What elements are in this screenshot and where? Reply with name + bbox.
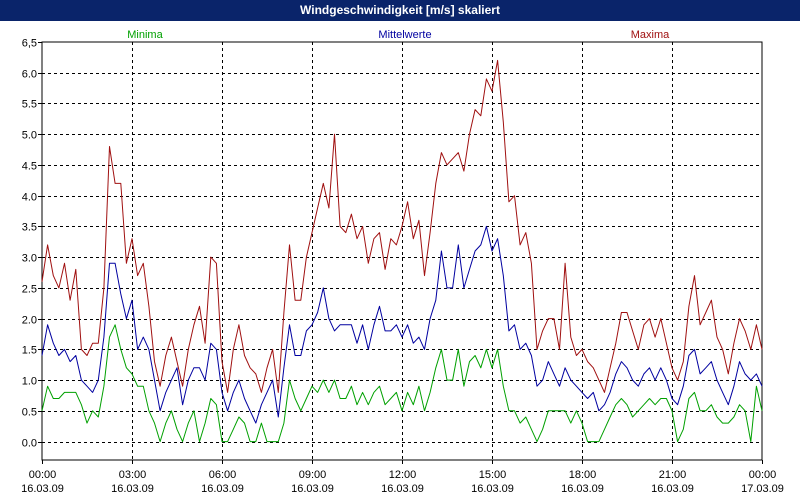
y-tick-label: 4.5 [22,161,37,173]
x-tick-date-label: 16.03.09 [111,483,154,495]
x-tick-time-label: 09:00 [299,469,327,481]
y-tick-label: 0.5 [22,407,37,419]
x-tick-date-label: 16.03.09 [471,483,514,495]
x-tick-time-label: 21:00 [659,469,687,481]
x-tick-date-label: 17.03.09 [741,483,784,495]
x-tick-time-label: 06:00 [209,469,237,481]
legend-label-maxima: Maxima [631,29,670,41]
y-tick-label: 0.0 [22,438,37,450]
x-tick-time-label: 15:00 [479,469,507,481]
legend-label-mittelwerte: Mittelwerte [378,29,431,41]
x-tick-date-label: 16.03.09 [21,483,64,495]
y-tick-label: 4.0 [22,192,37,204]
chart-area: 0.0 0.5 1.0 1.5 2.0 2.5 3.0 3.5 4.0 4.5 5.0 5.5 6.0 6… [0,21,800,500]
y-tick-label: 2.5 [22,284,37,296]
series-line-minima [41,324,763,443]
legend-label-minima: Minima [127,29,163,41]
series-line-mittelwerte [41,225,763,424]
y-tick-label: 5.5 [22,99,37,111]
series-line-maxima [41,59,763,393]
x-tick-time-label: 00:00 [749,469,777,481]
y-tick-label: 3.0 [22,253,37,265]
x-tick-date-label: 16.03.09 [291,483,334,495]
x-tick-time-label: 03:00 [119,469,147,481]
y-tick-label: 3.5 [22,222,37,234]
wind-speed-chart: 0.0 0.5 1.0 1.5 2.0 2.5 3.0 3.5 4.0 4.5 5.0 5.5 6.0 6… [21,29,784,495]
x-tick-date-label: 16.03.09 [651,483,694,495]
x-tick-time-label: 00:00 [29,469,57,481]
y-tick-label: 6,5 [22,38,37,50]
x-tick-date-label: 16.03.09 [201,483,244,495]
x-tick-date-label: 16.03.09 [561,483,604,495]
y-tick-label: 6.0 [22,69,37,81]
x-tick-time-label: 12:00 [389,469,417,481]
window-title: Windgeschwindigkeit [m/s] skaliert [0,0,800,21]
y-tick-label: 5.0 [22,130,37,142]
y-tick-label: 1.5 [22,345,37,357]
y-tick-label: 1.0 [22,376,37,388]
x-tick-date-label: 16.03.09 [381,483,424,495]
x-tick-time-label: 18:00 [569,469,597,481]
y-tick-label: 2.0 [22,315,37,327]
